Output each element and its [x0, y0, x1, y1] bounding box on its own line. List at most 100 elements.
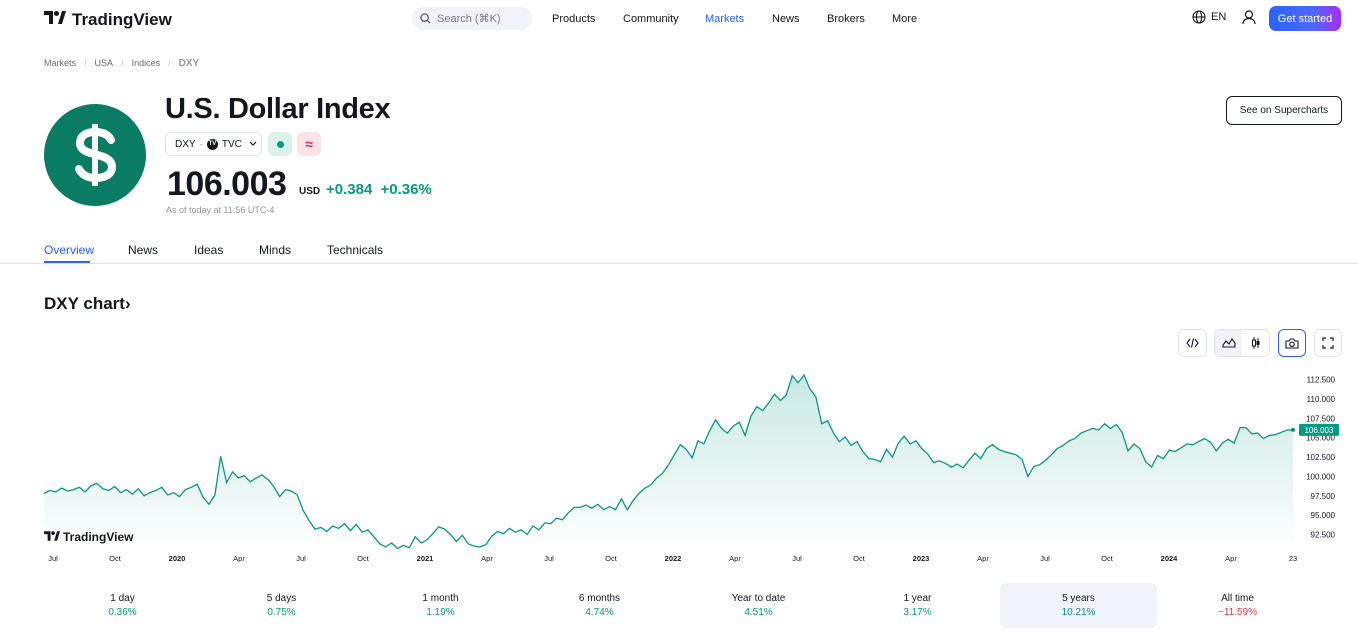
- market-status-dot-icon: [276, 140, 284, 148]
- area-chart-icon: [1221, 338, 1236, 348]
- tradingview-logo[interactable]: TradingView: [44, 10, 172, 30]
- tab-overview[interactable]: Overview: [44, 243, 95, 257]
- tab-technicals[interactable]: Technicals: [327, 243, 384, 257]
- x-tick-label: Jul: [1040, 554, 1050, 563]
- period-1-month[interactable]: 1 month 1.19%: [362, 583, 519, 628]
- last-price-label-text: 106.003: [1305, 426, 1334, 435]
- embed-icon: [1186, 338, 1199, 348]
- search-placeholder: Search (⌘K): [437, 13, 501, 25]
- y-tick-label: 112.500: [1307, 376, 1336, 385]
- breadcrumb-separator: /: [121, 58, 124, 68]
- breadcrumb-markets[interactable]: Markets: [44, 58, 77, 68]
- tv-logo-icon: [44, 11, 66, 29]
- price-change: +0.384 +0.36%: [326, 181, 432, 198]
- nav-markets[interactable]: Markets: [705, 13, 745, 25]
- approx-badge[interactable]: ≈: [297, 132, 321, 156]
- x-tick-label: Apr: [977, 554, 989, 563]
- period-1-year[interactable]: 1 year 3.17%: [839, 583, 996, 628]
- period-5-years[interactable]: 5 years 10.21%: [1000, 583, 1157, 628]
- y-tick-label: 107.500: [1306, 414, 1335, 423]
- price-currency: USD: [299, 186, 321, 197]
- x-tick-label: Oct: [109, 554, 122, 563]
- period-label: 1 year: [903, 593, 932, 604]
- y-tick-label: 92.500: [1311, 531, 1336, 540]
- symbol-selector[interactable]: DXY · TV TVC: [165, 132, 262, 156]
- search-icon: [420, 13, 431, 24]
- period-1-day[interactable]: 1 day 0.36%: [44, 583, 201, 628]
- fullscreen-icon: [1322, 337, 1334, 349]
- market-open-badge[interactable]: [268, 132, 292, 156]
- page-title: U.S. Dollar Index: [165, 93, 391, 125]
- y-tick-label: 110.000: [1307, 395, 1336, 404]
- language-selector[interactable]: EN: [1192, 10, 1226, 24]
- candles-style-button[interactable]: [1242, 330, 1269, 356]
- nav-community[interactable]: Community: [623, 13, 679, 25]
- period-change: 0.75%: [267, 607, 296, 618]
- chevron-right-icon: ›: [124, 294, 131, 313]
- nav-products[interactable]: Products: [552, 13, 596, 25]
- period-6-months[interactable]: 6 months 4.74%: [521, 583, 678, 628]
- approx-icon: ≈: [305, 136, 313, 152]
- active-tab-indicator: [44, 261, 90, 263]
- x-tick-label: Apr: [233, 554, 245, 563]
- period-change: 1.19%: [426, 607, 455, 618]
- snapshot-button[interactable]: [1278, 329, 1306, 357]
- chart-title-link[interactable]: DXY chart›: [44, 294, 131, 314]
- period-5-days[interactable]: 5 days 0.75%: [203, 583, 360, 628]
- y-tick-label: 100.000: [1306, 472, 1335, 481]
- tab-ideas[interactable]: Ideas: [194, 243, 224, 257]
- breadcrumb-indices[interactable]: Indices: [131, 58, 161, 68]
- y-tick-label: 105.000: [1306, 434, 1335, 443]
- period-change: 4.51%: [744, 607, 773, 618]
- x-tick-label: Apr: [729, 554, 741, 563]
- see-on-supercharts-button[interactable]: See on Supercharts: [1226, 96, 1342, 125]
- period-label: All time: [1221, 593, 1254, 604]
- area-style-button[interactable]: [1215, 330, 1242, 356]
- last-price-label-bg: [1299, 423, 1339, 436]
- price-timestamp: As of today at 11:56 UTC-4: [166, 205, 275, 215]
- period-change: 10.21%: [1061, 607, 1096, 618]
- period-change: −11.59%: [1217, 607, 1257, 618]
- get-started-button[interactable]: Get started: [1269, 6, 1341, 31]
- tvc-exchange-icon: TV: [206, 138, 218, 150]
- period-label: 1 month: [422, 593, 459, 604]
- x-tick-label: Oct: [357, 554, 370, 563]
- last-price: 106.003: [167, 165, 287, 203]
- chart-area-fill: [44, 375, 1293, 550]
- candles-icon: [1251, 337, 1259, 349]
- chart-title: DXY chart: [44, 294, 125, 313]
- period-all-time[interactable]: All time −11.59%: [1159, 583, 1316, 628]
- x-tick-label: Jul: [48, 554, 58, 563]
- period-change: 4.74%: [585, 607, 614, 618]
- fullscreen-button[interactable]: [1314, 329, 1342, 357]
- last-price-label: 106.003: [1299, 423, 1339, 436]
- exchange-label: TVC: [221, 138, 242, 150]
- tab-minds[interactable]: Minds: [259, 243, 292, 257]
- breadcrumb-current: DXY: [178, 58, 200, 69]
- x-tick-label: 23: [1289, 554, 1297, 563]
- x-tick-label: 2024: [1161, 554, 1179, 563]
- period-year-to-date[interactable]: Year to date 4.51%: [680, 583, 837, 628]
- chart-line-series: [43, 373, 1294, 550]
- period-label: Year to date: [731, 593, 786, 604]
- price-chart[interactable]: 112.500 110.000 107.500 105.000 102.500 100.0…: [0, 360, 1358, 570]
- nav-news[interactable]: News: [772, 13, 800, 25]
- dollar-index-logo: [44, 104, 146, 206]
- chevron-down-icon: [249, 141, 257, 146]
- breadcrumb-usa[interactable]: USA: [94, 58, 114, 68]
- nav-more[interactable]: More: [892, 13, 918, 25]
- search-input[interactable]: Search (⌘K): [412, 7, 532, 30]
- tab-news[interactable]: News: [128, 243, 159, 257]
- logo-text: TradingView: [72, 10, 172, 29]
- tabs-divider: [0, 263, 1358, 264]
- period-change: 3.17%: [903, 607, 932, 618]
- x-tick-label: Apr: [1225, 554, 1237, 563]
- x-tick-label: 2020: [169, 554, 186, 563]
- chart-style-toggle: [1214, 329, 1270, 357]
- last-price-dot: [1291, 427, 1295, 432]
- breadcrumb-separator: /: [84, 58, 87, 68]
- user-menu-button[interactable]: [1242, 10, 1256, 30]
- embed-button[interactable]: [1178, 329, 1207, 357]
- dollar-sign-icon: [75, 124, 117, 186]
- nav-brokers[interactable]: Brokers: [827, 13, 865, 25]
